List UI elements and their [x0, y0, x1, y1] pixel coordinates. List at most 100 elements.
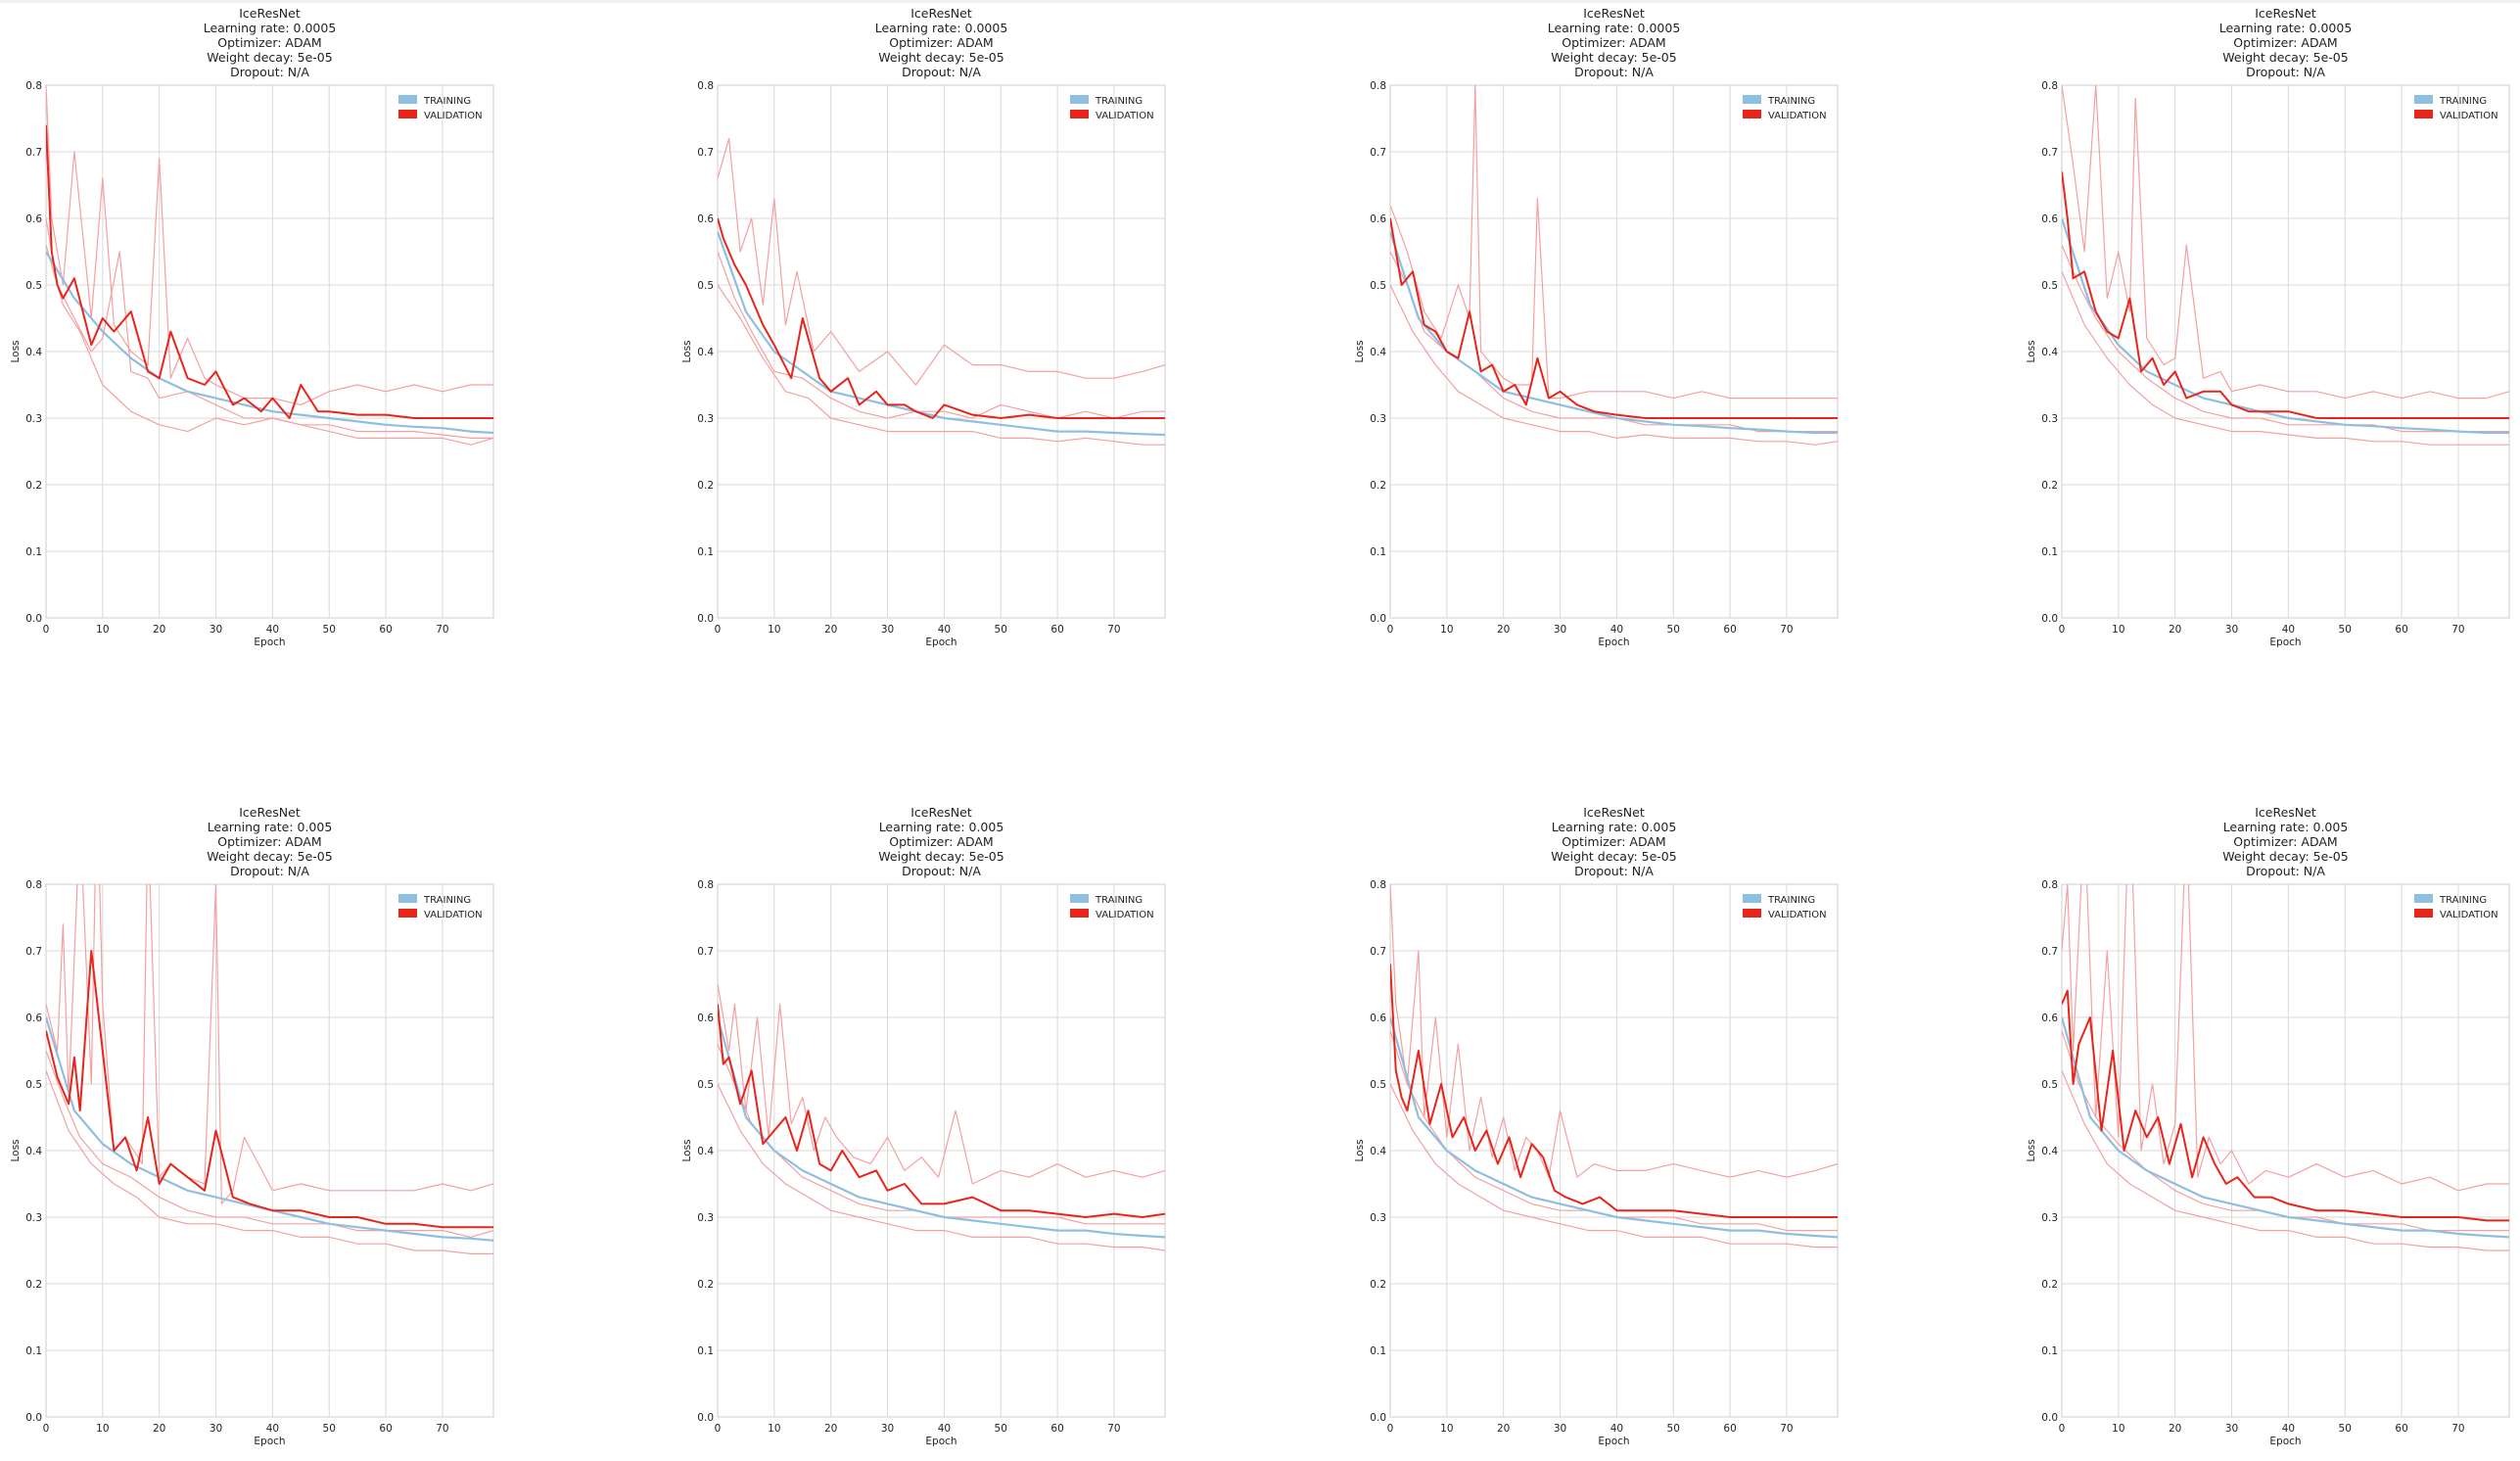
series-group: [2062, 884, 2509, 1251]
chart-title-line: Weight decay: 5e-05: [878, 50, 1003, 65]
y-tick-label: 0.2: [697, 480, 714, 492]
x-tick-label: 10: [2112, 1423, 2124, 1435]
x-tick-label: 50: [1667, 1423, 1680, 1435]
training-line: [2062, 1016, 2509, 1239]
chart-title-line: Learning rate: 0.005: [879, 820, 1004, 834]
chart-title-line: Learning rate: 0.005: [2223, 820, 2349, 834]
y-tick-label: 0.0: [2041, 1412, 2058, 1424]
series-group: [718, 983, 1165, 1251]
legend-validation-label: VALIDATION: [1096, 111, 1154, 121]
validation-run-line: [2062, 271, 2509, 446]
y-tick-label: 0.1: [2041, 1345, 2058, 1357]
y-tick-label: 0.4: [2041, 347, 2058, 358]
validation-run-line: [2062, 244, 2509, 433]
chart-title-line: Learning rate: 0.005: [1552, 820, 1677, 834]
y-tick-label: 0.2: [697, 1279, 714, 1291]
y-tick-label: 0.6: [25, 1013, 42, 1024]
y-tick-label: 0.5: [25, 1079, 42, 1091]
y-tick-label: 0.8: [1370, 80, 1386, 92]
legend-validation-swatch: [1070, 110, 1089, 118]
x-tick-label: 70: [1780, 624, 1793, 636]
training-line: [2062, 217, 2509, 435]
y-tick-label: 0.5: [1370, 280, 1386, 292]
legend-validation-swatch: [1743, 110, 1761, 118]
y-tick-label: 0.2: [25, 480, 42, 492]
y-tick-label: 0.1: [1370, 1345, 1386, 1357]
legend-training-swatch: [1070, 95, 1089, 104]
y-tick-label: 0.8: [2041, 879, 2058, 891]
validation-run-line: [2062, 85, 2509, 400]
y-tick-label: 0.0: [25, 1412, 42, 1424]
legend: TRAINING VALIDATION: [398, 894, 483, 920]
chart-title-line: IceResNet: [1583, 805, 1645, 820]
x-tick-label: 20: [824, 624, 837, 636]
validation-line: [718, 1004, 1165, 1218]
y-tick-label: 0.0: [1370, 613, 1386, 625]
y-tick-label: 0.4: [25, 347, 42, 358]
legend-training-swatch: [398, 95, 417, 104]
x-tick-label: 30: [1554, 1423, 1566, 1435]
y-tick-label: 0.1: [25, 546, 42, 558]
validation-line: [46, 124, 493, 419]
validation-run-line: [46, 1050, 493, 1239]
y-tick-label: 0.0: [1370, 1412, 1386, 1424]
y-tick-label: 0.4: [697, 347, 714, 358]
x-tick-label: 60: [1050, 624, 1063, 636]
x-tick-label: 10: [768, 624, 780, 636]
legend: TRAINING VALIDATION: [1743, 95, 1827, 121]
validation-line: [2062, 989, 2509, 1222]
legend-training-label: TRAINING: [423, 895, 471, 906]
validation-run-line: [46, 245, 493, 446]
y-tick-label: 0.4: [25, 1146, 42, 1157]
x-tick-label: 10: [1440, 624, 1453, 636]
y-tick-label: 0.0: [697, 1412, 714, 1424]
validation-run-line: [718, 251, 1165, 419]
x-axis-label: Epoch: [254, 636, 285, 648]
x-tick-label: 30: [210, 1423, 222, 1435]
legend-training-swatch: [1743, 95, 1761, 104]
x-tick-label: 30: [2225, 624, 2238, 636]
x-tick-label: 50: [2339, 624, 2352, 636]
validation-run-line: [718, 137, 1165, 386]
validation-run-line: [46, 1070, 493, 1255]
legend-validation-swatch: [398, 110, 417, 118]
x-axis-label: Epoch: [1598, 1436, 1629, 1447]
x-tick-label: 60: [2395, 624, 2407, 636]
y-tick-label: 0.2: [1370, 1279, 1386, 1291]
validation-run-line: [1390, 85, 1838, 400]
chart-title-line: Learning rate: 0.0005: [204, 21, 337, 35]
x-axis-label: Epoch: [2269, 1436, 2301, 1447]
x-tick-label: 60: [2395, 1423, 2407, 1435]
y-tick-label: 0.6: [697, 1013, 714, 1024]
x-tick-label: 50: [995, 1423, 1007, 1435]
training-line: [718, 1016, 1165, 1239]
legend-training-label: TRAINING: [1095, 96, 1143, 107]
plot-frame: [717, 883, 1166, 1418]
validation-run-line: [718, 983, 1165, 1185]
y-tick-label: 0.7: [25, 147, 42, 159]
validation-run-line: [1390, 284, 1838, 446]
chart-title-line: Optimizer: ADAM: [217, 35, 321, 50]
legend-validation-label: VALIDATION: [2440, 111, 2498, 121]
training-line: [1390, 231, 1838, 435]
x-tick-label: 10: [2112, 624, 2124, 636]
y-tick-label: 0.2: [1370, 480, 1386, 492]
x-tick-label: 70: [2451, 1423, 2464, 1435]
y-tick-label: 0.3: [25, 1212, 42, 1224]
y-tick-label: 0.3: [1370, 1212, 1386, 1224]
y-tick-label: 0.7: [1370, 946, 1386, 958]
y-tick-label: 0.5: [1370, 1079, 1386, 1091]
validation-run-line: [1390, 884, 1838, 1178]
chart-title-line: Dropout: N/A: [1574, 65, 1654, 79]
x-tick-label: 20: [824, 1423, 837, 1435]
chart-title-line: Dropout: N/A: [2246, 65, 2325, 79]
validation-run-line: [718, 284, 1165, 446]
y-tick-label: 0.4: [1370, 1146, 1386, 1157]
chart-title-line: Optimizer: ADAM: [217, 834, 321, 849]
validation-run-line: [2062, 1070, 2509, 1251]
y-tick-label: 0.8: [25, 80, 42, 92]
x-tick-label: 20: [2169, 1423, 2181, 1435]
chart-title-line: Optimizer: ADAM: [2233, 35, 2337, 50]
y-axis-label: Loss: [2026, 340, 2037, 362]
